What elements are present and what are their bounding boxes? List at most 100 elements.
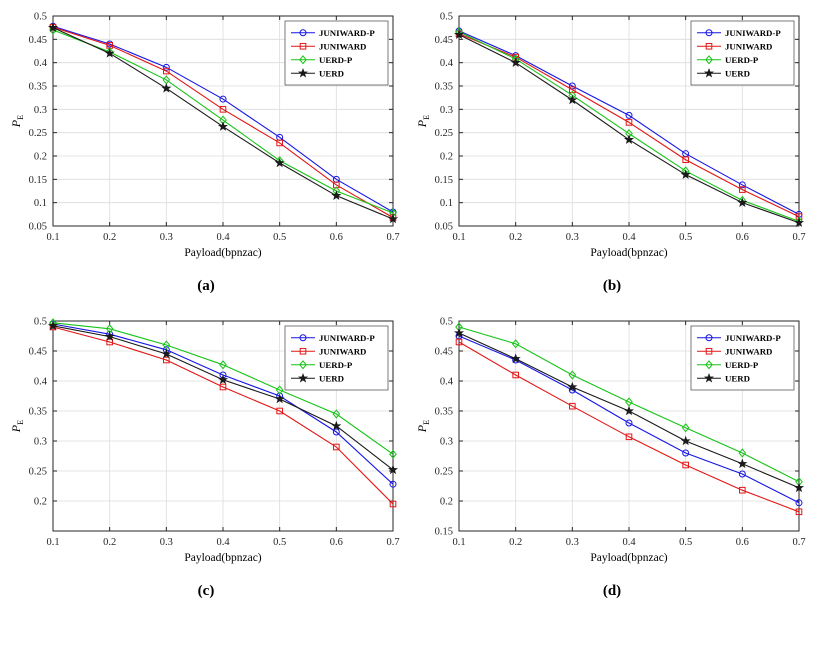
svg-text:0.3: 0.3 bbox=[566, 537, 579, 548]
svg-text:0.5: 0.5 bbox=[273, 537, 286, 548]
svg-text:0.2: 0.2 bbox=[34, 152, 47, 163]
svg-text:0.2: 0.2 bbox=[103, 232, 116, 243]
svg-text:0.45: 0.45 bbox=[435, 35, 453, 46]
svg-text:JUNIWARD-P: JUNIWARD-P bbox=[319, 333, 375, 343]
svg-text:0.6: 0.6 bbox=[736, 537, 749, 548]
svg-text:0.4: 0.4 bbox=[622, 537, 636, 548]
svg-text:PE: PE bbox=[415, 420, 431, 434]
svg-text:UERD-P: UERD-P bbox=[725, 55, 759, 65]
caption-d: (d) bbox=[602, 583, 622, 599]
svg-text:JUNIWARD: JUNIWARD bbox=[319, 346, 366, 356]
figure-panel-b: 0.1 0.2 0.3 0.4 0.5 0.6 0.7 0.05 0.1 0.15 0.2 0.25 0… bbox=[410, 6, 814, 309]
svg-text:0.7: 0.7 bbox=[792, 537, 805, 548]
svg-text:0.1: 0.1 bbox=[34, 198, 47, 209]
svg-text:0.3: 0.3 bbox=[34, 437, 47, 448]
svg-text:Payload(bpnzac): Payload(bpnzac) bbox=[590, 247, 667, 259]
svg-text:0.2: 0.2 bbox=[440, 497, 453, 508]
svg-text:Payload(bpnzac): Payload(bpnzac) bbox=[184, 247, 261, 259]
svg-text:0.1: 0.1 bbox=[440, 198, 453, 209]
chart-c-canvas: 0.1 0.2 0.3 0.4 0.5 0.6 0.7 0.2 0.25 0.3 0.35 0.4 0.… bbox=[7, 311, 405, 573]
svg-text:0.5: 0.5 bbox=[440, 12, 453, 23]
svg-text:0.3: 0.3 bbox=[440, 105, 453, 116]
svg-text:JUNIWARD-P: JUNIWARD-P bbox=[725, 28, 781, 38]
svg-text:0.2: 0.2 bbox=[440, 152, 453, 163]
svg-text:0.2: 0.2 bbox=[34, 497, 47, 508]
svg-text:PE: PE bbox=[415, 115, 431, 129]
svg-text:0.05: 0.05 bbox=[435, 222, 453, 233]
svg-text:0.15: 0.15 bbox=[435, 175, 453, 186]
svg-text:0.35: 0.35 bbox=[29, 407, 47, 418]
svg-text:0.35: 0.35 bbox=[435, 407, 453, 418]
svg-text:0.1: 0.1 bbox=[452, 537, 465, 548]
svg-text:Payload(bpnzac): Payload(bpnzac) bbox=[184, 552, 261, 564]
svg-text:0.3: 0.3 bbox=[34, 105, 47, 116]
svg-text:0.2: 0.2 bbox=[509, 537, 522, 548]
svg-text:0.4: 0.4 bbox=[34, 58, 48, 69]
figure-panel-d: 0.1 0.2 0.3 0.4 0.5 0.6 0.7 0.15 0.2 0.25 0.3 0.35 0… bbox=[410, 311, 814, 614]
svg-text:0.05: 0.05 bbox=[29, 222, 47, 233]
svg-text:0.4: 0.4 bbox=[622, 232, 636, 243]
svg-text:Payload(bpnzac): Payload(bpnzac) bbox=[590, 552, 667, 564]
svg-text:0.3: 0.3 bbox=[160, 232, 173, 243]
svg-text:0.15: 0.15 bbox=[29, 175, 47, 186]
svg-text:0.15: 0.15 bbox=[435, 527, 453, 538]
figure-panel-c: 0.1 0.2 0.3 0.4 0.5 0.6 0.7 0.2 0.25 0.3 0.35 0.4 0.… bbox=[4, 311, 408, 614]
svg-text:0.6: 0.6 bbox=[736, 232, 749, 243]
svg-text:0.5: 0.5 bbox=[679, 232, 692, 243]
svg-text:0.7: 0.7 bbox=[792, 232, 805, 243]
svg-text:0.5: 0.5 bbox=[273, 232, 286, 243]
svg-text:JUNIWARD: JUNIWARD bbox=[725, 41, 772, 51]
caption-c: (c) bbox=[197, 583, 215, 599]
svg-text:0.4: 0.4 bbox=[34, 377, 48, 388]
svg-text:PE: PE bbox=[9, 420, 25, 434]
svg-text:0.7: 0.7 bbox=[386, 537, 399, 548]
svg-text:0.7: 0.7 bbox=[386, 232, 399, 243]
chart-a-canvas: 0.1 0.2 0.3 0.4 0.5 0.6 0.70.050.10.150.20.250… bbox=[7, 6, 405, 268]
svg-text:0.4: 0.4 bbox=[216, 537, 230, 548]
svg-text:0.2: 0.2 bbox=[103, 537, 116, 548]
svg-text:0.2: 0.2 bbox=[509, 232, 522, 243]
chart-d-canvas: 0.1 0.2 0.3 0.4 0.5 0.6 0.7 0.15 0.2 0.25 0.3 0.35 0… bbox=[413, 311, 811, 573]
svg-text:0.3: 0.3 bbox=[440, 437, 453, 448]
svg-text:0.5: 0.5 bbox=[679, 537, 692, 548]
svg-text:UERD-P: UERD-P bbox=[319, 360, 353, 370]
svg-text:UERD-P: UERD-P bbox=[319, 55, 353, 65]
svg-text:0.1: 0.1 bbox=[46, 232, 59, 243]
svg-text:0.4: 0.4 bbox=[440, 377, 454, 388]
svg-text:0.1: 0.1 bbox=[452, 232, 465, 243]
svg-text:0.45: 0.45 bbox=[29, 35, 47, 46]
svg-text:0.45: 0.45 bbox=[29, 347, 47, 358]
svg-text:0.35: 0.35 bbox=[435, 82, 453, 93]
svg-text:UERD: UERD bbox=[319, 68, 344, 78]
caption-a: (a) bbox=[197, 278, 215, 294]
figure-panel-a: 0.1 0.2 0.3 0.4 0.5 0.6 0.7 0.05 0.1 0.15 0.2 0.25 0… bbox=[4, 6, 408, 309]
svg-text:JUNIWARD-P: JUNIWARD-P bbox=[725, 333, 781, 343]
svg-text:JUNIWARD: JUNIWARD bbox=[725, 346, 772, 356]
svg-text:0.5: 0.5 bbox=[440, 317, 453, 328]
svg-text:UERD: UERD bbox=[319, 373, 344, 383]
svg-text:JUNIWARD-P: JUNIWARD-P bbox=[319, 28, 375, 38]
svg-text:0.3: 0.3 bbox=[566, 232, 579, 243]
svg-text:0.6: 0.6 bbox=[330, 537, 343, 548]
svg-text:0.25: 0.25 bbox=[29, 467, 47, 478]
svg-text:0.35: 0.35 bbox=[29, 82, 47, 93]
caption-b: (b) bbox=[602, 278, 622, 294]
chart-b-canvas: 0.1 0.2 0.3 0.4 0.5 0.6 0.70.050.10.150.20.250… bbox=[413, 6, 811, 268]
svg-text:0.3: 0.3 bbox=[160, 537, 173, 548]
svg-text:UERD: UERD bbox=[725, 68, 750, 78]
svg-text:0.25: 0.25 bbox=[435, 467, 453, 478]
svg-text:PE: PE bbox=[9, 115, 25, 129]
svg-text:0.45: 0.45 bbox=[435, 347, 453, 358]
svg-text:0.5: 0.5 bbox=[34, 317, 47, 328]
charts-grid: 0.1 0.2 0.3 0.4 0.5 0.6 0.7 0.05 0.1 0.15 0.2 0.25 0… bbox=[4, 6, 814, 614]
svg-text:0.4: 0.4 bbox=[440, 58, 454, 69]
svg-text:0.4: 0.4 bbox=[216, 232, 230, 243]
svg-text:0.5: 0.5 bbox=[34, 12, 47, 23]
svg-text:UERD-P: UERD-P bbox=[725, 360, 759, 370]
svg-text:0.25: 0.25 bbox=[29, 128, 47, 139]
svg-text:UERD: UERD bbox=[725, 373, 750, 383]
svg-text:0.6: 0.6 bbox=[330, 232, 343, 243]
svg-text:0.1: 0.1 bbox=[46, 537, 59, 548]
svg-text:0.25: 0.25 bbox=[435, 128, 453, 139]
